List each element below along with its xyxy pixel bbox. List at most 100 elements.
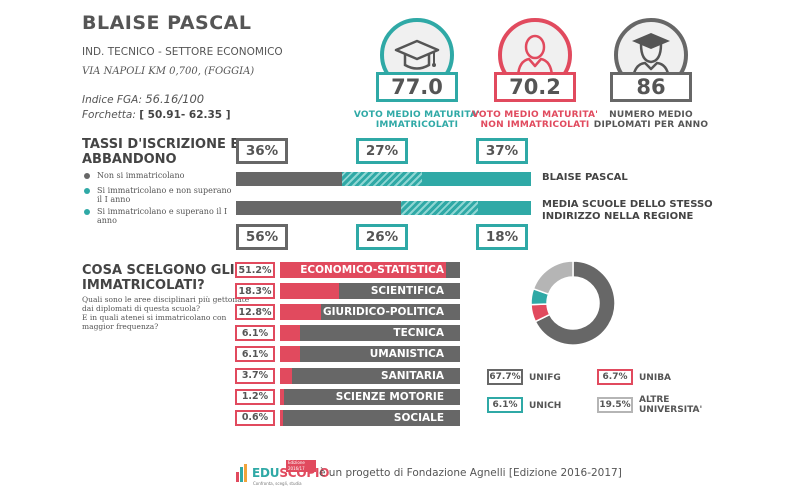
region-pct-non-immatricolati: 56% — [236, 224, 288, 250]
choices-desc-line1: Quali sono le aree disciplinari più gett… — [82, 295, 250, 304]
uni-label-unich: UNICH — [529, 401, 562, 411]
region-row-label: MEDIA SCUOLE DELLO STESSO INDIRIZZO NELL… — [542, 199, 713, 223]
enrollment-title-line2: ABBANDONO — [82, 152, 177, 167]
score-box-diplomati: 86 — [610, 72, 692, 102]
choice-pct: 51.2% — [235, 262, 275, 278]
legend-text-non-superano: Si immatricolano e non superano il I ann… — [97, 186, 231, 204]
logo-tagline: Confronta, scegli, studia — [253, 481, 302, 486]
choices-description: Quali sono le aree disciplinari più gett… — [82, 295, 249, 331]
choice-bar: GIURIDICO-POLITICA — [280, 304, 460, 321]
footer-text: è un progetto di Fondazione Agnelli [Edi… — [319, 467, 622, 479]
uni-pct-altre: 19.5% — [597, 397, 633, 413]
choice-bar-fill — [280, 304, 322, 321]
choice-pct: 3.7% — [235, 367, 275, 384]
uni-label-altre-line2: UNIVERSITA' — [639, 405, 703, 415]
school-pct-superano: 37% — [476, 138, 528, 164]
choice-label: SCIENZE MOTORIE — [335, 390, 444, 403]
choice-bar: SCIENZE MOTORIE — [280, 388, 460, 405]
score-label-line2: NON IMMATRICOLATI — [480, 120, 590, 130]
choice-label: SOCIALE — [393, 411, 444, 424]
choice-pct: 6.1% — [235, 346, 275, 363]
enrollment-title: TASSI D'ISCRIZIONE E ABBANDONO — [82, 137, 239, 167]
universities-donut-chart — [530, 260, 616, 346]
uni-label-altre: ALTRE UNIVERSITA' — [639, 395, 702, 415]
choice-label: TECNICA — [393, 327, 444, 340]
choice-bar-fill — [280, 367, 292, 384]
choices-title-line2: IMMATRICOLATI? — [82, 278, 205, 293]
bar-chart-logo-icon — [236, 464, 247, 482]
enrollment-title-line1: TASSI D'ISCRIZIONE E — [82, 137, 240, 152]
score-label-immatricolati: VOTO MEDIO MATURITA' IMMATRICOLATI — [352, 110, 482, 130]
uni-label-unifg: UNIFG — [529, 373, 561, 383]
fga-range-label: Forchetta: — [82, 109, 140, 121]
choice-pct: 6.1% — [235, 325, 275, 342]
graduation-cap-icon — [394, 39, 440, 70]
school-bar-non-immatricolati — [236, 172, 343, 186]
choice-bar: UMANISTICA — [280, 346, 460, 363]
score-box-immatricolati: 77.0 — [376, 72, 458, 102]
legend-text-superano: Si immatricolano e superano il I anno — [97, 207, 227, 225]
choices-title-line1: COSA SCELGONO GLI — [82, 263, 235, 278]
choices-list: 51.2% ECONOMICO-STATISTICA 18.3% SCIENTIFIC… — [235, 262, 465, 426]
school-address: VIA NAPOLI KM 0,700, (FOGGIA) — [82, 66, 255, 77]
legend-dot-superano — [84, 209, 90, 215]
choice-bar-fill — [280, 346, 300, 363]
school-row-label: BLAISE PASCAL — [542, 172, 628, 183]
fga-range: Forchetta: [ 50.91- 62.35 ] — [82, 109, 231, 121]
region-enrollment-bar — [236, 201, 531, 215]
choice-bar: SANITARIA — [280, 367, 460, 384]
uni-label-altre-line1: ALTRE — [639, 395, 670, 405]
region-bar-non-immatricolati — [236, 201, 402, 215]
fga-index-value: 56.16/100 — [145, 92, 205, 106]
region-row-label-line1: MEDIA SCUOLE DELLO STESSO — [542, 199, 713, 210]
region-row-label-line2: INDIRIZZO NELLA REGIONE — [542, 211, 694, 222]
choice-label: UMANISTICA — [369, 348, 444, 361]
logo-edition-badge: Edizione 2016/17 — [286, 460, 316, 472]
region-bar-superano — [477, 201, 531, 215]
choice-bar: SCIENTIFICA — [280, 283, 460, 300]
score-label-line1: NUMERO MEDIO — [609, 110, 693, 120]
eduscopio-logo[interactable]: EDUSCOPIO Edizione 2016/17 Confronta, sc… — [236, 460, 329, 488]
choice-bar-fill — [280, 283, 340, 300]
school-bar-superano — [421, 172, 531, 186]
choices-desc-line4: maggior frequenza? — [82, 322, 159, 331]
choice-bar-fill — [280, 409, 283, 426]
choice-bar: SOCIALE — [280, 409, 460, 426]
uni-pct-unifg: 67.7% — [487, 369, 523, 385]
region-bar-non-superano — [401, 201, 478, 215]
score-label-diplomati: NUMERO MEDIO DIPLOMATI PER ANNO — [586, 110, 716, 130]
school-pct-non-immatricolati: 36% — [236, 138, 288, 164]
school-enrollment-bar — [236, 172, 531, 186]
choice-pct: 1.2% — [235, 388, 275, 405]
region-pct-superano: 18% — [476, 224, 528, 250]
school-pct-non-superano: 27% — [356, 138, 408, 164]
choice-pct: 0.6% — [235, 409, 275, 426]
school-name: BLAISE PASCAL — [82, 12, 252, 34]
legend-text-non-immatricolati: Non si immatricolano — [97, 171, 184, 180]
uni-pct-unich: 6.1% — [487, 397, 523, 413]
choices-title: COSA SCELGONO GLI IMMATRICOLATI? — [82, 263, 235, 293]
choice-pct: 12.8% — [235, 304, 275, 321]
fga-range-value: [ 50.91- 62.35 ] — [139, 109, 231, 121]
choice-label: ECONOMICO-STATISTICA — [300, 264, 444, 276]
logo-edu: EDU — [252, 466, 280, 480]
fga-index-label: Indice FGA: — [82, 94, 146, 106]
choice-bar-fill — [280, 388, 284, 405]
score-box-non-immatricolati: 70.2 — [494, 72, 576, 102]
choices-desc-line2: dai diplomati di questa scuola? — [82, 304, 201, 313]
choice-bar-fill — [280, 325, 300, 342]
legend-line2: anno — [97, 216, 117, 225]
choice-pct: 18.3% — [235, 283, 275, 300]
score-label-line1: VOTO MEDIO MATURITA' — [353, 110, 481, 120]
choice-bar: ECONOMICO-STATISTICA — [280, 262, 460, 278]
score-label-line2: DIPLOMATI PER ANNO — [593, 120, 709, 130]
donut-slice-unifg — [534, 260, 616, 346]
uni-pct-uniba: 6.7% — [597, 369, 633, 385]
choice-label: SANITARIA — [381, 369, 444, 382]
legend-dot-non-superano — [84, 188, 90, 194]
score-label-non-immatricolati: VOTO MEDIO MATURITA' NON IMMATRICOLATI — [470, 110, 600, 130]
choice-bar-fill — [280, 262, 446, 278]
region-pct-non-superano: 26% — [356, 224, 408, 250]
choice-label: GIURIDICO-POLITICA — [323, 306, 444, 319]
legend-dot-non-immatricolati — [84, 173, 90, 179]
